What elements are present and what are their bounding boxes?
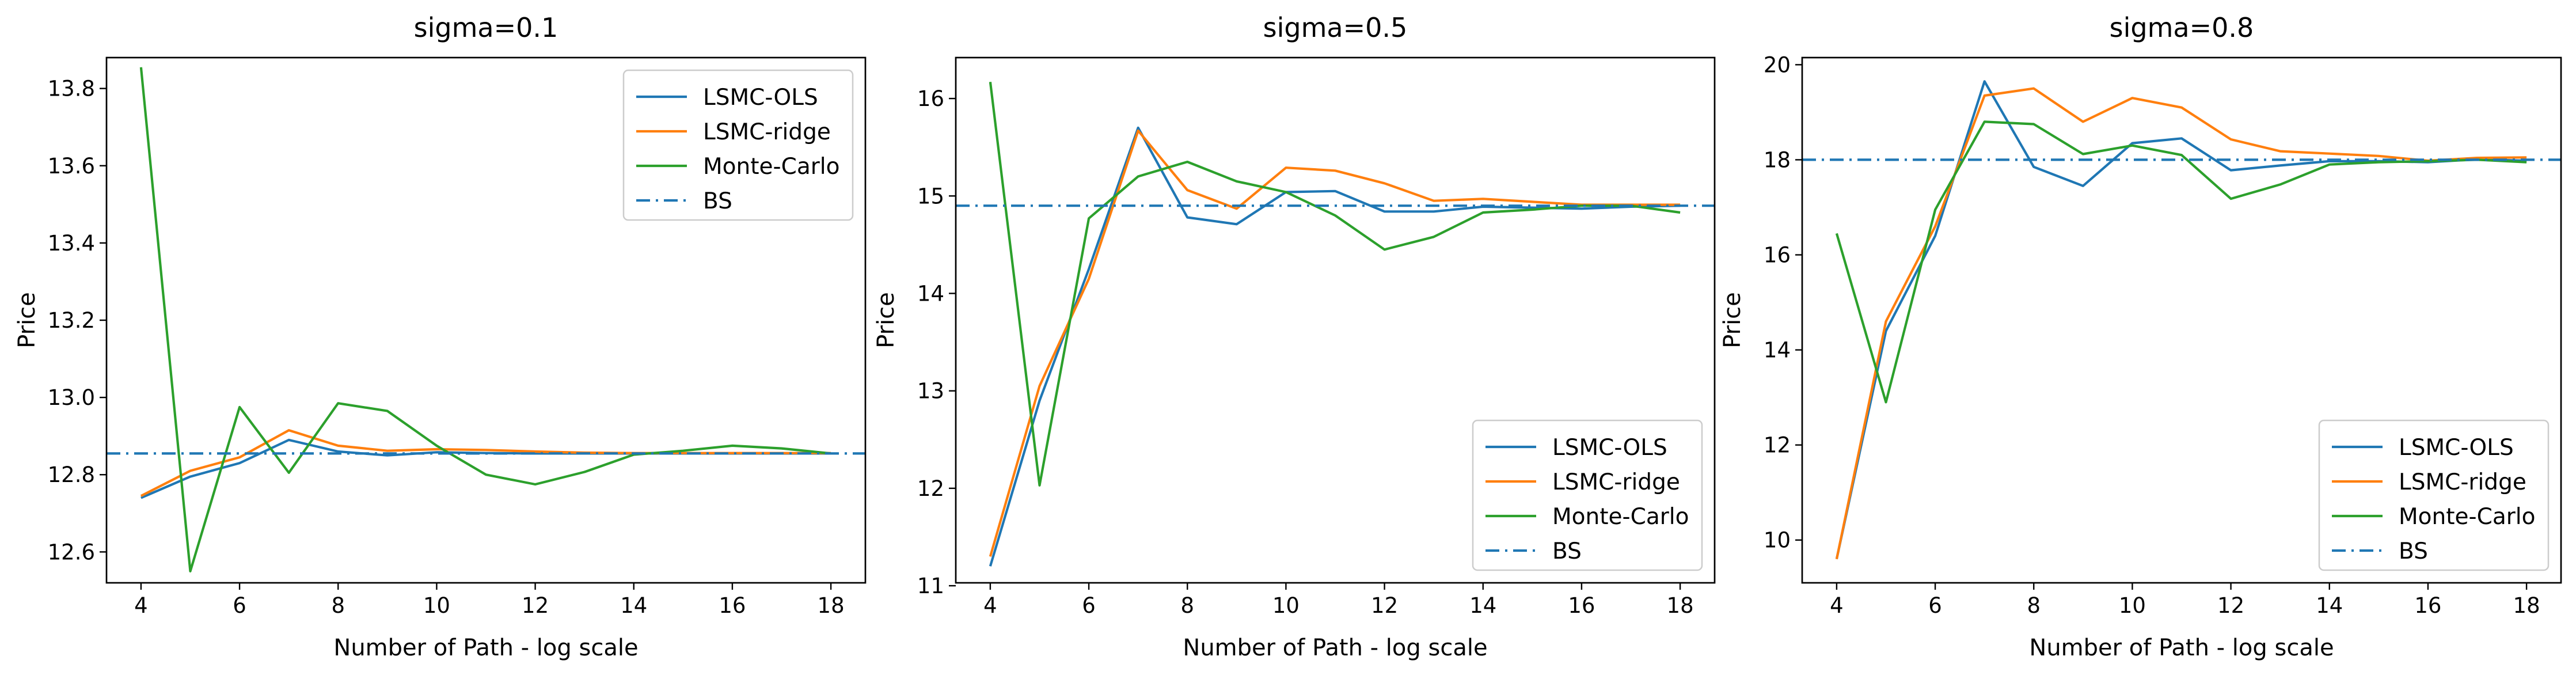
y-tick-label: 12 bbox=[917, 476, 944, 501]
x-tick-label: 6 bbox=[233, 593, 246, 618]
chart-title: sigma=0.5 bbox=[1263, 12, 1408, 43]
axes-frame bbox=[1801, 56, 2562, 584]
y-axis-label: Price bbox=[1719, 292, 1746, 348]
x-tick-label: 14 bbox=[2316, 593, 2343, 618]
series-line-monte-carlo bbox=[989, 82, 1681, 487]
x-axis-label: Number of Path - log scale bbox=[2029, 635, 2334, 661]
legend-label: LSMC-OLS bbox=[1552, 435, 1667, 461]
y-tick-label: 13 bbox=[917, 379, 944, 404]
x-axis-label: Number of Path - log scale bbox=[333, 635, 638, 661]
y-tick-label: 15 bbox=[917, 184, 944, 208]
y-tick-label: 12.6 bbox=[48, 540, 95, 564]
y-tick-label: 18 bbox=[1764, 147, 1791, 172]
y-tick-label: 11 bbox=[917, 574, 944, 598]
x-tick-label: 12 bbox=[2217, 593, 2244, 618]
x-tick-label: 16 bbox=[719, 593, 746, 618]
x-tick-label: 10 bbox=[423, 593, 450, 618]
chart-title: sigma=0.1 bbox=[414, 12, 558, 43]
y-axis-label: Price bbox=[14, 292, 40, 348]
y-tick-label: 14 bbox=[1764, 338, 1791, 363]
x-tick-label: 6 bbox=[1928, 593, 1942, 618]
x-tick-label: 6 bbox=[1082, 593, 1096, 618]
y-tick-label: 13.8 bbox=[48, 77, 95, 101]
legend-label: Monte-Carlo bbox=[1552, 504, 1689, 530]
legend-label: BS bbox=[2399, 538, 2428, 564]
y-tick-label: 10 bbox=[1764, 528, 1791, 553]
legend-label: LSMC-OLS bbox=[703, 85, 818, 111]
legend-label: LSMC-OLS bbox=[2399, 435, 2514, 461]
x-axis-label: Number of Path - log scale bbox=[1183, 635, 1487, 661]
y-axis-label: Price bbox=[873, 292, 899, 348]
legend-box bbox=[1472, 419, 1703, 571]
x-tick-label: 8 bbox=[331, 593, 345, 618]
chart-title: sigma=0.8 bbox=[2110, 12, 2254, 43]
y-tick-label: 12 bbox=[1764, 433, 1791, 458]
legend-label: LSMC-ridge bbox=[2399, 469, 2526, 495]
y-tick-label: 12.8 bbox=[48, 462, 95, 487]
x-tick-label: 4 bbox=[134, 593, 148, 618]
y-tick-label: 13.0 bbox=[48, 385, 95, 410]
series-line-monte-carlo bbox=[1835, 120, 2527, 404]
legend-label: BS bbox=[1552, 538, 1582, 564]
legend: LSMC-OLS LSMC-ridge Monte-Carlo BS bbox=[2318, 419, 2550, 571]
legend: LSMC-OLS LSMC-ridge Monte-Carlo BS bbox=[1472, 419, 1703, 571]
x-tick-label: 16 bbox=[2414, 593, 2441, 618]
legend-box bbox=[622, 69, 854, 221]
x-tick-label: 4 bbox=[1830, 593, 1844, 618]
legend-label: BS bbox=[703, 188, 732, 214]
legend-label: LSMC-ridge bbox=[703, 119, 831, 145]
chart-panel: 4 6 8 10 12 14 16 18 12.6 12.8 13.0 13.2 13.4 13.6 13.… bbox=[14, 12, 867, 661]
legend: LSMC-OLS LSMC-ridge Monte-Carlo BS bbox=[622, 69, 854, 221]
x-tick-label: 18 bbox=[2513, 593, 2540, 618]
chart-panel: 4 6 8 10 12 14 16 18 10 12 14 16 18 20 sigma=0.8 Number… bbox=[1719, 12, 2562, 661]
x-tick-label: 8 bbox=[1180, 593, 1194, 618]
series-line-lsmc-ridge bbox=[989, 129, 1681, 557]
x-tick-label: 8 bbox=[2027, 593, 2041, 618]
x-tick-label: 18 bbox=[818, 593, 845, 618]
y-tick-label: 13.2 bbox=[48, 308, 95, 333]
y-tick-label: 16 bbox=[917, 86, 944, 111]
series-line-lsmc-ols bbox=[989, 126, 1681, 567]
y-tick-label: 13.4 bbox=[48, 231, 95, 256]
x-tick-label: 14 bbox=[1469, 593, 1496, 618]
axes-frame bbox=[955, 56, 1716, 584]
x-tick-label: 10 bbox=[2119, 593, 2146, 618]
x-tick-label: 12 bbox=[522, 593, 549, 618]
chart-panel: 4 6 8 10 12 14 16 18 11 12 13 14 15 16 sigma=0.5 Number… bbox=[873, 12, 1716, 661]
x-tick-label: 12 bbox=[1371, 593, 1398, 618]
legend-box bbox=[2318, 419, 2550, 571]
legend-label: LSMC-ridge bbox=[1552, 469, 1680, 495]
y-tick-label: 14 bbox=[917, 281, 944, 306]
x-tick-label: 4 bbox=[983, 593, 997, 618]
y-tick-label: 20 bbox=[1764, 52, 1791, 77]
legend-label: Monte-Carlo bbox=[703, 154, 839, 180]
series-line-monte-carlo bbox=[139, 67, 831, 573]
x-tick-label: 14 bbox=[620, 593, 647, 618]
x-tick-label: 16 bbox=[1568, 593, 1595, 618]
x-tick-label: 18 bbox=[1667, 593, 1694, 618]
legend-label: Monte-Carlo bbox=[2399, 504, 2535, 530]
y-tick-label: 13.6 bbox=[48, 154, 95, 179]
y-tick-label: 16 bbox=[1764, 243, 1791, 268]
x-tick-label: 10 bbox=[1272, 593, 1300, 618]
